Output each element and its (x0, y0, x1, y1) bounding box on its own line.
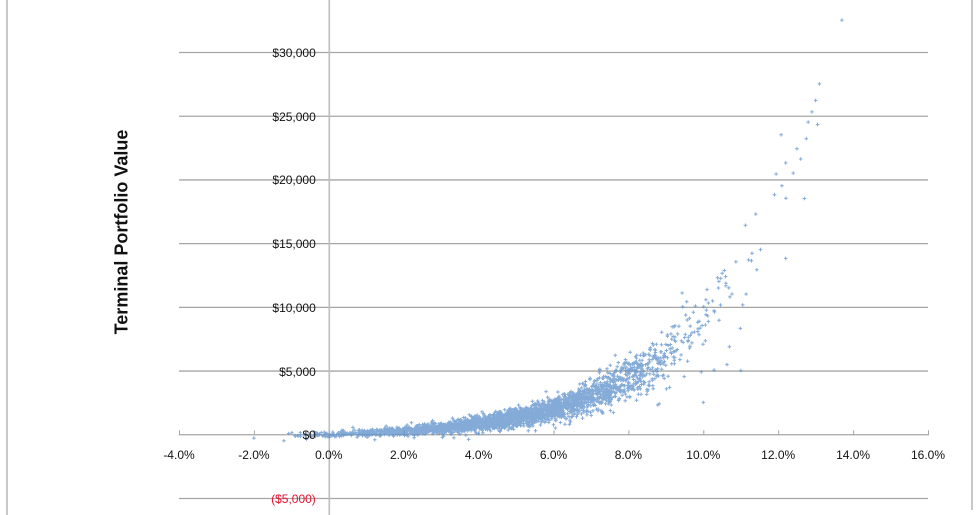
x-tick-label: 10.0% (686, 448, 721, 463)
y-tick-label: $0 (302, 428, 316, 443)
scatter-points (252, 18, 844, 443)
x-tick-label: 14.0% (836, 448, 871, 463)
x-tick-label: 0.0% (315, 448, 343, 463)
y-tick-label: $15,000 (272, 237, 316, 252)
x-tick-label: 4.0% (464, 448, 493, 463)
y-tick-label: ($5,000) (271, 492, 316, 506)
y-tick-label: $30,000 (272, 46, 316, 60)
x-tick-label: -4.0% (163, 448, 195, 463)
x-tick-label: 6.0% (539, 448, 568, 463)
y-tick-label: $20,000 (272, 173, 316, 188)
chart-border-left (6, 0, 8, 515)
y-tick-label: $10,000 (272, 300, 316, 315)
x-tick-label: 8.0% (614, 448, 643, 463)
x-tick-label: -2.0% (238, 448, 270, 463)
chart-border-right (971, 0, 973, 510)
x-tick-label: 16.0% (910, 448, 946, 463)
y-tick-label: $5,000 (279, 364, 316, 379)
y-tick-label: $25,000 (272, 109, 316, 124)
x-tick-label: 12.0% (761, 448, 796, 463)
y-axis-title: Terminal Portfolio Value (111, 129, 132, 335)
x-tick-label: 2.0% (390, 448, 418, 463)
